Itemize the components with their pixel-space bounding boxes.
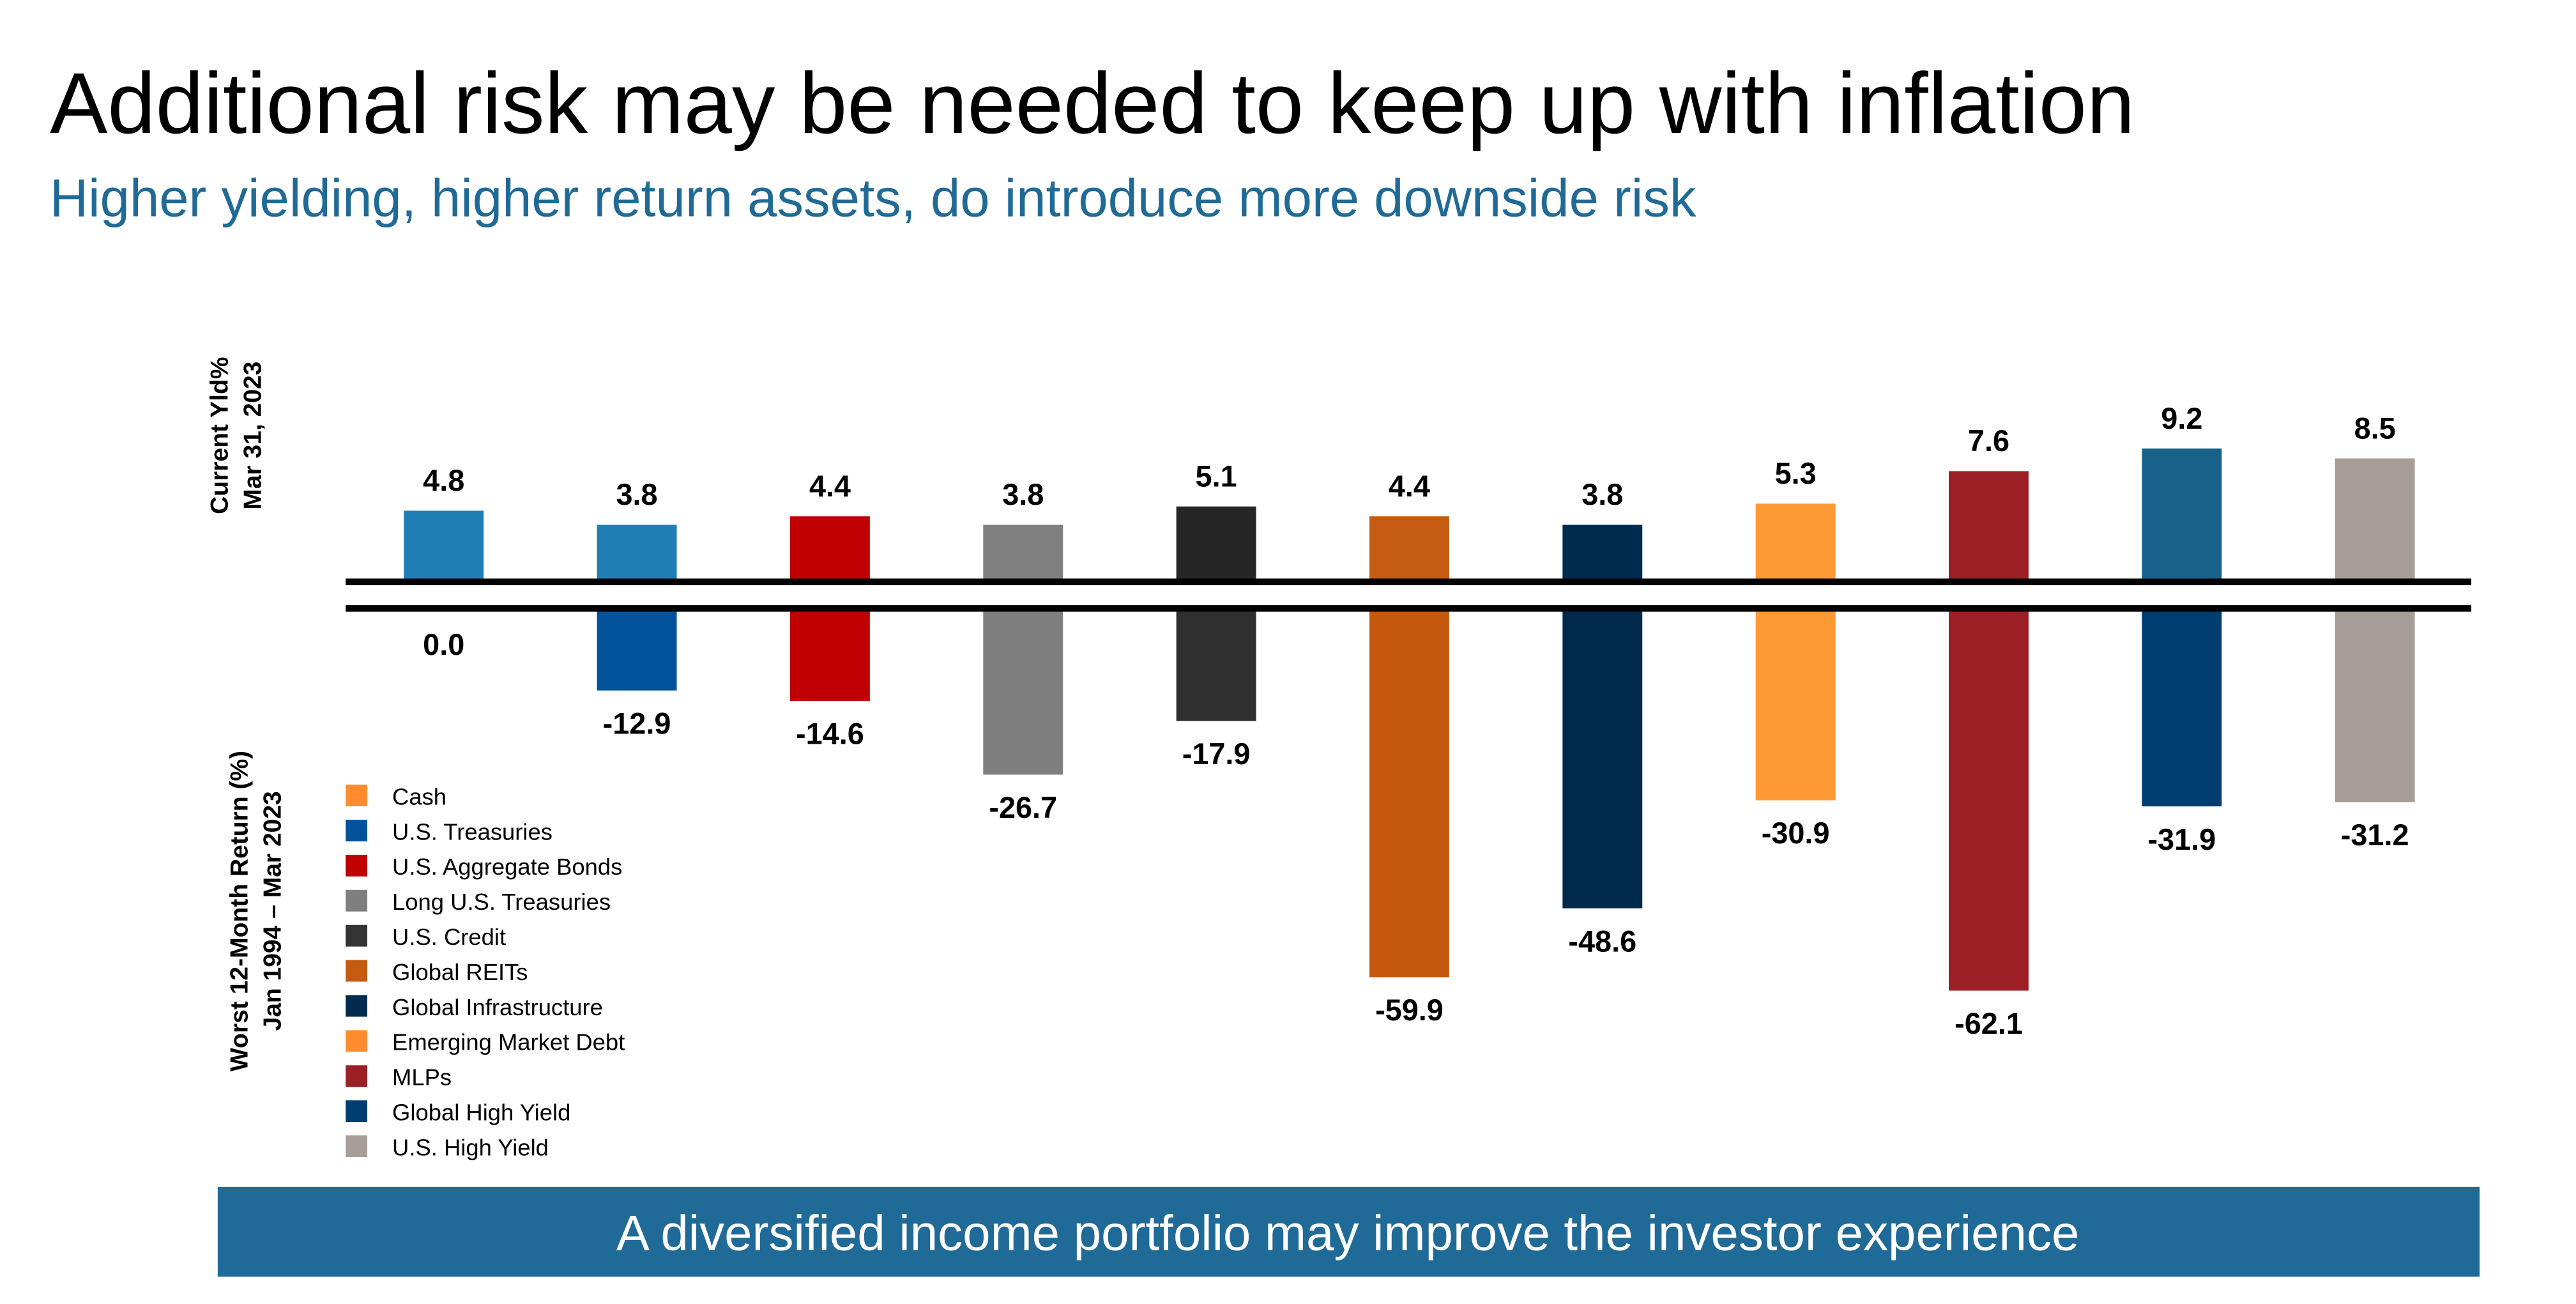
bar <box>1562 525 1643 579</box>
bar <box>1369 611 1449 978</box>
legend-swatch <box>346 1100 368 1123</box>
data-label: 3.8 <box>1002 478 1044 511</box>
legend-label: U.S. High Yield <box>392 1134 549 1160</box>
legend-swatch <box>346 854 368 877</box>
legend-label: Global Infrastructure <box>392 994 603 1020</box>
bar <box>1176 611 1256 721</box>
axis-label-line: Mar 31, 2023 <box>240 362 267 510</box>
data-label: 5.1 <box>1196 459 1237 493</box>
legend-swatch <box>346 785 368 806</box>
axis-label: Current Yld% Mar 31, 2023 <box>206 357 266 514</box>
legend-label: Global REITs <box>392 959 528 985</box>
legend-label: Cash <box>392 783 446 809</box>
axis-label-line: Worst 12-Month Return (%) <box>226 751 254 1071</box>
bar <box>789 516 870 579</box>
data-label: -31.9 <box>2147 823 2216 856</box>
chart-subtitle: Higher yielding, higher return assets, d… <box>50 168 1696 227</box>
legend-swatch <box>346 1065 368 1087</box>
bar <box>404 510 484 579</box>
legend-swatch <box>346 1030 368 1052</box>
bar <box>1949 611 2029 991</box>
data-label: -62.1 <box>1955 1007 2023 1040</box>
footer-banner <box>217 1186 2480 1277</box>
data-label: -48.6 <box>1568 924 1636 958</box>
bar <box>1949 471 2029 579</box>
legend-label: U.S. Treasuries <box>392 818 553 845</box>
axis-label: Worst 12-Month Return (%) Jan 1994 – Mar… <box>226 751 287 1071</box>
footer-text: A diversified income portfolio may impro… <box>616 1205 2079 1261</box>
bar <box>2335 611 2415 802</box>
bar <box>1176 506 1256 579</box>
legend-label: U.S. Credit <box>392 924 506 950</box>
data-label: 4.8 <box>423 464 464 497</box>
bar <box>2335 458 2415 579</box>
axis-label-line: Jan 1994 – Mar 2023 <box>259 791 287 1031</box>
legend-label: Long U.S. Treasuries <box>392 889 611 915</box>
data-label: -26.7 <box>989 791 1057 824</box>
axis-label-line: Current Yld% <box>206 357 233 514</box>
bar <box>2142 611 2222 807</box>
legend-label: Global High Yield <box>392 1099 570 1125</box>
data-label: -30.9 <box>1762 817 1830 850</box>
legend-label: MLPs <box>392 1064 452 1091</box>
data-label: 8.5 <box>2354 411 2396 445</box>
legend-label: U.S. Aggregate Bonds <box>392 854 622 880</box>
bar <box>983 611 1063 775</box>
legend-label: Emerging Market Debt <box>392 1029 625 1055</box>
data-label: -31.2 <box>2341 818 2409 852</box>
data-label: -59.9 <box>1375 993 1444 1027</box>
chart-title: Additional risk may be needed to keep up… <box>50 55 2135 151</box>
legend-swatch <box>346 820 368 841</box>
bar <box>1562 611 1643 909</box>
data-label: 4.4 <box>809 470 851 503</box>
bar <box>789 611 870 701</box>
data-label: -17.9 <box>1182 737 1251 771</box>
data-label: 0.0 <box>423 628 464 661</box>
data-label: 3.8 <box>1581 478 1623 511</box>
data-label: 3.8 <box>616 478 658 511</box>
legend-swatch <box>346 995 368 1017</box>
bar <box>1755 611 1836 801</box>
bar <box>1755 503 1836 579</box>
bar <box>1369 516 1449 579</box>
legend-swatch <box>346 924 368 947</box>
bar <box>983 525 1063 579</box>
legend-swatch <box>346 1135 368 1157</box>
legend-swatch <box>346 889 368 912</box>
legend-swatch <box>346 960 368 982</box>
bar <box>597 611 677 691</box>
data-label: 5.3 <box>1775 457 1817 490</box>
data-label: -14.6 <box>796 717 864 751</box>
bar <box>2142 449 2222 579</box>
data-label: 4.4 <box>1389 470 1430 503</box>
data-label: 7.6 <box>1968 424 2009 457</box>
bar <box>597 525 677 579</box>
data-label: 9.2 <box>2161 402 2202 435</box>
data-label: -12.9 <box>603 707 671 740</box>
